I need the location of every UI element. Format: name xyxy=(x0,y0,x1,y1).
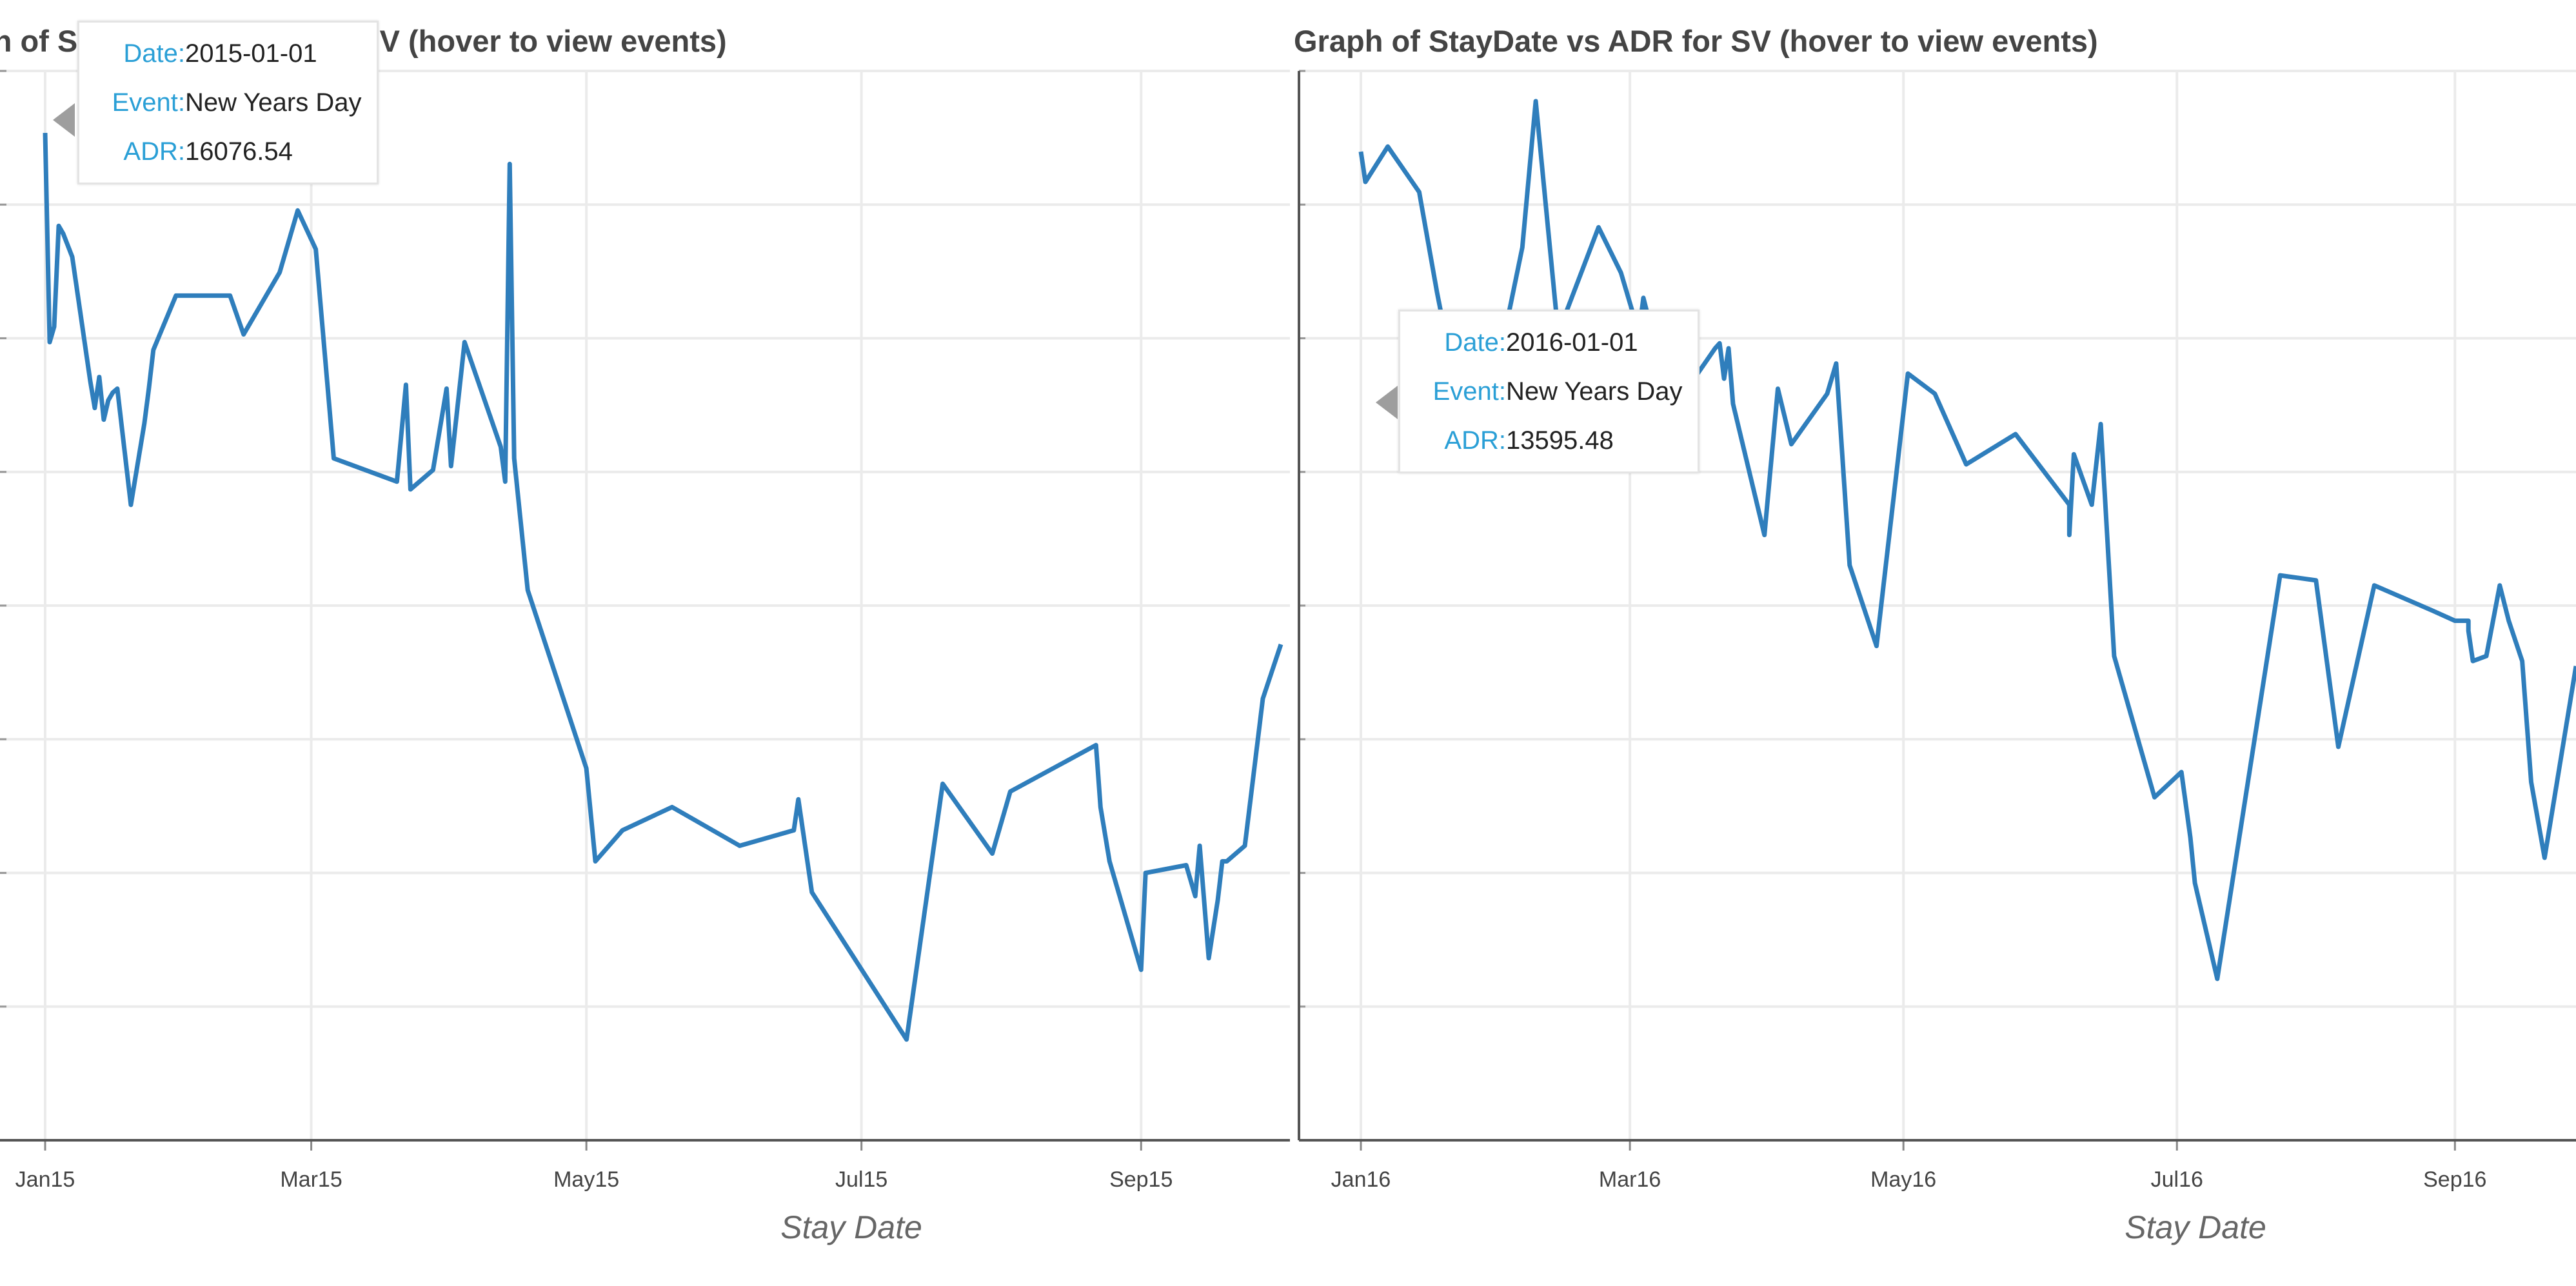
tooltip-event-row: Event:New Years Day xyxy=(1409,367,1683,416)
x-tick-label: Jul16 xyxy=(2151,1167,2203,1192)
tooltip-pointer-icon xyxy=(53,103,75,137)
chart-panel-right: Graph of StayDate vs ADR for SV (hover t… xyxy=(1290,0,2576,1286)
tooltip-pointer-icon xyxy=(1376,386,1398,419)
hover-tooltip: Date:2016-01-01 Event:New Years Day ADR:… xyxy=(1398,310,1700,473)
tooltip-adr-key: ADR: xyxy=(123,137,185,166)
hover-tooltip: Date:2015-01-01 Event:New Years Day ADR:… xyxy=(77,21,379,184)
tooltip-date-value: 2016-01-01 xyxy=(1506,328,1638,357)
chart-panel-left: Graph of StayDate vs ADR for SV (hover t… xyxy=(0,0,1290,1286)
series-line xyxy=(43,133,1283,1042)
tooltip-adr-row: ADR:16076.54 xyxy=(88,127,361,176)
tooltip-event-row: Event:New Years Day xyxy=(88,78,362,127)
tooltip-adr-row: ADR:13595.48 xyxy=(1409,416,1682,465)
x-axis-label: Stay Date xyxy=(780,1209,922,1245)
tooltip-date-row: Date:2015-01-01 xyxy=(88,29,361,78)
tooltip-date-row: Date:2016-01-01 xyxy=(1409,318,1682,367)
tooltip-date-key: Date: xyxy=(1444,328,1506,357)
x-axis-label: Stay Date xyxy=(2125,1209,2266,1245)
tooltip-adr-value: 16076.54 xyxy=(185,137,293,166)
x-tick-label: Jan15 xyxy=(15,1167,75,1192)
tooltip-date-key: Date: xyxy=(123,39,185,68)
series-line xyxy=(1358,99,2576,982)
tooltip-adr-key: ADR: xyxy=(1444,426,1506,455)
x-tick-label: May15 xyxy=(553,1167,619,1192)
x-tick-label: Sep16 xyxy=(2423,1167,2486,1192)
plot-area[interactable]: Jan15 Mar15 May15 Jul15 Sep15 Stay Date xyxy=(0,0,1290,1286)
tooltip-event-key: Event: xyxy=(1432,377,1506,406)
x-tick-label: Mar16 xyxy=(1599,1167,1661,1192)
tooltip-event-value: New Years Day xyxy=(1506,377,1683,406)
x-tick-label: Sep15 xyxy=(1109,1167,1173,1192)
x-tick-label: Jan16 xyxy=(1331,1167,1391,1192)
tooltip-event-value: New Years Day xyxy=(185,88,362,117)
x-tick-label: May16 xyxy=(1870,1167,1936,1192)
plot-area[interactable]: Jan16 Mar16 May16 Jul16 Sep16 Stay Date xyxy=(1290,0,2576,1286)
x-tick-label: Mar15 xyxy=(280,1167,342,1192)
x-tick-label: Jul15 xyxy=(835,1167,887,1192)
chart-title: Graph of StayDate vs ADR for SV (hover t… xyxy=(1294,24,2098,58)
tooltip-date-value: 2015-01-01 xyxy=(185,39,317,68)
tooltip-event-key: Event: xyxy=(112,88,185,117)
tooltip-adr-value: 13595.48 xyxy=(1506,426,1614,455)
